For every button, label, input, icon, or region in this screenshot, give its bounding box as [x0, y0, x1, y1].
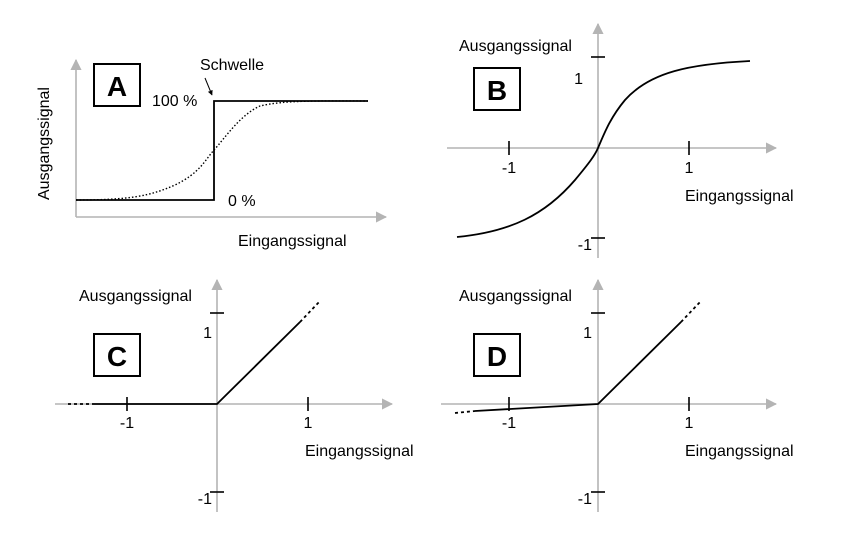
panel-b-x-axis-label: Eingangssignal [685, 188, 794, 205]
panel-c-letter: C [107, 341, 127, 372]
panel-a-sigmoid-curve [75, 100, 369, 201]
panel-d-y-axis-label: Ausgangssignal [459, 288, 572, 305]
panel-a-step-function-curve [76, 100, 368, 201]
panel-d-x-tick-label-1: 1 [685, 415, 694, 432]
panel-a-y-axis-label: Ausgangssignal [36, 87, 53, 200]
panel-d-leaky-right-dashed [680, 300, 702, 323]
panel-b-letter: B [487, 75, 507, 106]
panel-b-y-axis-label: Ausgangssignal [459, 38, 572, 55]
panel-a-0-percent-label: 0 % [228, 193, 256, 210]
panel-b-letter-box [473, 67, 521, 111]
panel-d-leaky-relu-curve [474, 321, 682, 412]
panel-a-threshold-arrow [204, 77, 213, 96]
panel-a-letter-box [93, 63, 141, 107]
panel-c-relu-curve [92, 321, 301, 405]
panel-d-leaky-left-dashed [454, 410, 476, 414]
panel-c-letter-box [93, 333, 141, 377]
panel-c: -1 1 1 -1 C Ausgangssignal Eingangssigna… [55, 278, 414, 512]
panel-d-y-tick-label-minus-1: -1 [578, 491, 592, 508]
panel-c-relu-right-dashed [299, 300, 321, 323]
panel-b-tanh-curve [456, 60, 751, 238]
panel-b: -1 1 1 -1 B Ausgangssignal Eingangssigna… [447, 22, 794, 258]
panel-a: A Schwelle 100 % 0 % Eingangssignal Ausg… [36, 57, 388, 250]
panel-c-y-tick-label-minus-1: -1 [198, 491, 212, 508]
panel-c-y-axis-label: Ausgangssignal [79, 288, 192, 305]
panel-d: -1 1 1 -1 D Ausgangssignal Eingangssigna… [441, 278, 794, 512]
panel-d-y-tick-label-1: 1 [583, 325, 592, 342]
panel-c-x-axis-label: Eingangssignal [305, 443, 414, 460]
panel-b-x-tick-label-1: 1 [685, 160, 694, 177]
panel-c-x-tick-label-minus-1: -1 [120, 415, 134, 432]
panel-b-y-tick-label-1: 1 [574, 71, 583, 88]
panel-a-letter: A [107, 71, 127, 102]
panel-a-100-percent-label: 100 % [152, 93, 197, 110]
panel-c-y-tick-label-1: 1 [203, 325, 212, 342]
panel-b-x-tick-label-minus-1: -1 [502, 160, 516, 177]
panel-d-x-axis-label: Eingangssignal [685, 443, 794, 460]
panel-b-y-tick-label-minus-1: -1 [578, 237, 592, 254]
panel-d-letter-box [473, 333, 521, 377]
panel-a-x-axis-label: Eingangssignal [238, 233, 347, 250]
panel-c-x-tick-label-1: 1 [304, 415, 313, 432]
panel-d-letter: D [487, 341, 507, 372]
panel-a-threshold-label: Schwelle [200, 57, 264, 74]
panel-d-x-tick-label-minus-1: -1 [502, 415, 516, 432]
